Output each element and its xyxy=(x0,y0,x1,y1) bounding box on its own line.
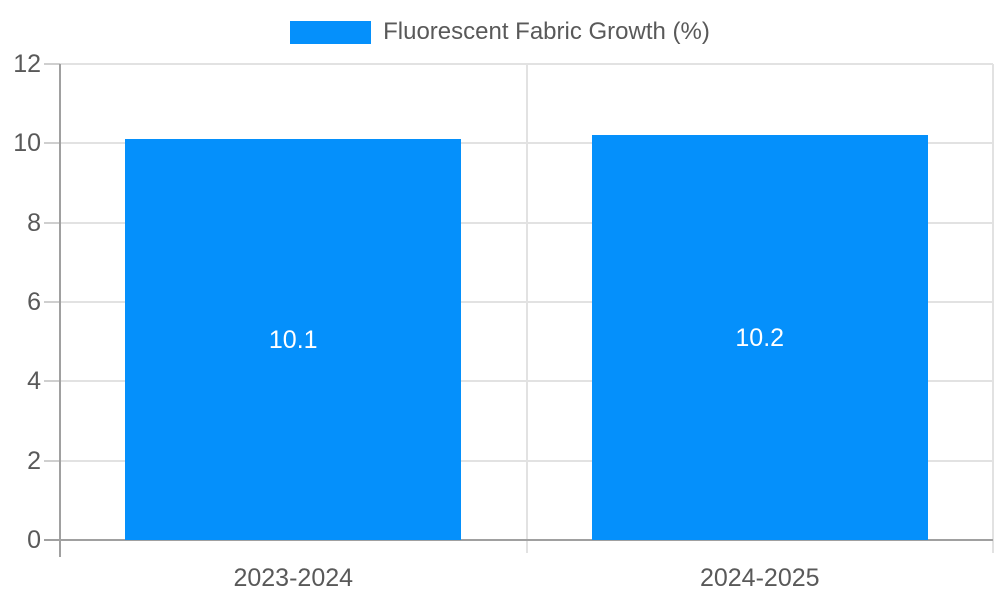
y-axis-tick xyxy=(44,380,60,383)
x-axis-tick xyxy=(525,540,528,553)
x-category-label: 2023-2024 xyxy=(233,564,354,592)
y-tick-label: 8 xyxy=(27,208,41,237)
x-axis-line xyxy=(59,539,993,541)
y-axis-tick xyxy=(44,221,60,224)
x-category-label: 2024-2025 xyxy=(699,564,820,592)
y-axis-tick xyxy=(44,539,60,541)
gridline-vertical xyxy=(992,64,994,540)
y-axis-line xyxy=(59,64,61,557)
y-tick-label: 4 xyxy=(27,367,41,396)
y-axis-tick xyxy=(44,459,60,462)
y-tick-label: 12 xyxy=(13,50,41,78)
x-axis-tick xyxy=(992,540,994,553)
y-tick-label: 2 xyxy=(27,446,41,475)
bar-value-label: 10.2 xyxy=(735,323,785,352)
legend-label: Fluorescent Fabric Growth (%) xyxy=(383,18,710,45)
gridline-vertical xyxy=(525,64,528,540)
bar xyxy=(125,139,462,540)
y-axis-tick xyxy=(44,301,60,303)
y-tick-label: 6 xyxy=(27,288,41,316)
bar xyxy=(591,135,928,540)
y-axis-tick xyxy=(44,63,60,65)
y-axis-tick xyxy=(44,142,60,145)
bar-value-label: 10.1 xyxy=(268,325,318,354)
chart-legend: Fluorescent Fabric Growth (%) xyxy=(0,18,1000,46)
y-tick-label: 0 xyxy=(27,526,41,554)
legend-swatch xyxy=(290,20,372,44)
y-tick-label: 10 xyxy=(13,129,41,158)
